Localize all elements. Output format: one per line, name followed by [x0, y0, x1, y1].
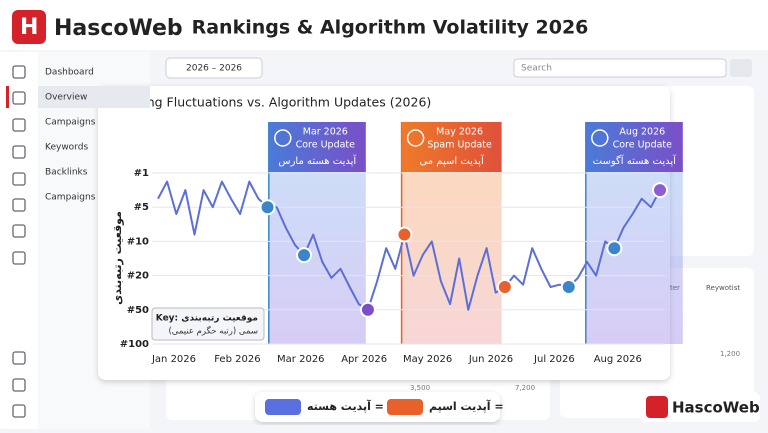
menu-item[interactable]: Keywords: [45, 143, 88, 153]
date-picker[interactable]: [165, 57, 263, 79]
nav-icon[interactable]: [12, 404, 26, 418]
menu-active: [38, 86, 150, 108]
icon-rail: [0, 52, 38, 429]
update-marker: [259, 199, 276, 216]
date-range[interactable]: 2026 – 2026: [186, 64, 242, 74]
update-marker: [396, 226, 413, 243]
bg-label: 1,200: [720, 350, 740, 358]
update-band: [585, 162, 683, 344]
nav-icon[interactable]: [12, 65, 26, 79]
logo-text: HascoWeb: [54, 16, 183, 41]
update-month: May 2026: [436, 127, 483, 138]
update-month: Aug 2026: [619, 127, 665, 138]
nav-icon[interactable]: [12, 351, 26, 365]
y-tick-label: #20: [127, 271, 149, 282]
menu-item[interactable]: Campaigns: [45, 118, 96, 128]
legend-label: آپدیت اسپم =: [429, 399, 504, 413]
update-month: Mar 2026: [303, 127, 348, 138]
x-tick-label: Jul 2026: [533, 354, 575, 365]
nav-icon[interactable]: [12, 91, 26, 105]
update-name: Core Update: [296, 140, 356, 151]
nav-icon[interactable]: [12, 224, 26, 238]
nav-icon[interactable]: [12, 118, 26, 132]
y-tick-label: #1: [134, 168, 149, 179]
y-tick-label: #10: [127, 236, 149, 247]
x-tick-label: May 2026: [403, 354, 452, 365]
update-band: [268, 162, 366, 344]
y-tick-label: #5: [134, 202, 149, 213]
update-icon: [406, 129, 425, 147]
menu-item[interactable]: Overview: [45, 93, 87, 103]
active-indicator: [6, 86, 9, 108]
legend-box: [255, 392, 500, 422]
update-marker: [652, 182, 668, 199]
chart-card: [98, 86, 670, 380]
update-icon: [591, 129, 609, 147]
bg-label: 3,500: [410, 384, 430, 392]
key-title: Key: موقعیت رتبه‌بندی: [156, 314, 258, 324]
y-tick-label: #50: [127, 305, 149, 316]
update-marker: [606, 240, 623, 257]
update-icon: [274, 129, 292, 147]
key-text: سمی (رتبه حگرم عنیمی): [168, 326, 258, 337]
legend-swatch: [387, 399, 423, 415]
search-box[interactable]: [513, 58, 727, 78]
legend-label: آپدیت هسته =: [307, 399, 384, 413]
footer-logo-box: [640, 392, 760, 422]
update-label: آپدیت اسپم می: [419, 154, 485, 167]
chart-title: Ranking Fluctuations vs. Algorithm Updat…: [112, 95, 431, 110]
bg-label: Reywotist: [706, 284, 740, 292]
update-marker: [296, 247, 313, 264]
menu-item[interactable]: Campaigns: [45, 193, 96, 203]
update-name: Core Update: [613, 140, 673, 151]
header-bar: [0, 0, 768, 50]
update-marker: [359, 301, 376, 318]
update-marker: [496, 279, 513, 295]
x-tick-label: Aug 2026: [594, 354, 642, 365]
y-axis-label: موقعیت رتبه‌بندی: [111, 211, 124, 305]
key-box: [151, 307, 265, 341]
update-label: آپدیت هسته مارس: [278, 154, 357, 167]
x-tick-label: Jan 2026: [151, 354, 196, 365]
x-tick-label: Feb 2026: [214, 354, 260, 365]
update-marker: [560, 279, 577, 295]
header-title: Rankings & Algorithm Volatility 2026: [192, 17, 589, 39]
x-tick-label: Mar 2026: [277, 354, 325, 365]
nav-icon[interactable]: [12, 172, 26, 186]
menu-item[interactable]: Backlinks: [45, 168, 88, 178]
menu-item[interactable]: Dashboard: [45, 68, 94, 78]
x-tick-label: Jun 2026: [468, 354, 513, 365]
nav-icon[interactable]: [12, 145, 26, 159]
nav-icon[interactable]: [12, 251, 26, 265]
search-button[interactable]: [730, 59, 752, 77]
update-name: Spam Update: [427, 140, 492, 151]
rank-line: [157, 180, 661, 311]
update-label: آپدیت هسته آگوست: [593, 154, 677, 167]
legend-swatch: [265, 399, 301, 415]
search-placeholder[interactable]: Search: [521, 64, 552, 74]
logo-glyph: H: [20, 15, 38, 40]
y-tick-label: #100: [120, 339, 149, 350]
footer-logo-text: HascoWeb: [672, 399, 760, 417]
footer-logo-icon: [646, 396, 668, 418]
logo-icon: [12, 10, 46, 44]
nav-icon[interactable]: [12, 198, 26, 212]
nav-icon[interactable]: [12, 378, 26, 392]
bg-label: 7,200: [515, 384, 535, 392]
x-tick-label: Apr 2026: [341, 354, 387, 365]
